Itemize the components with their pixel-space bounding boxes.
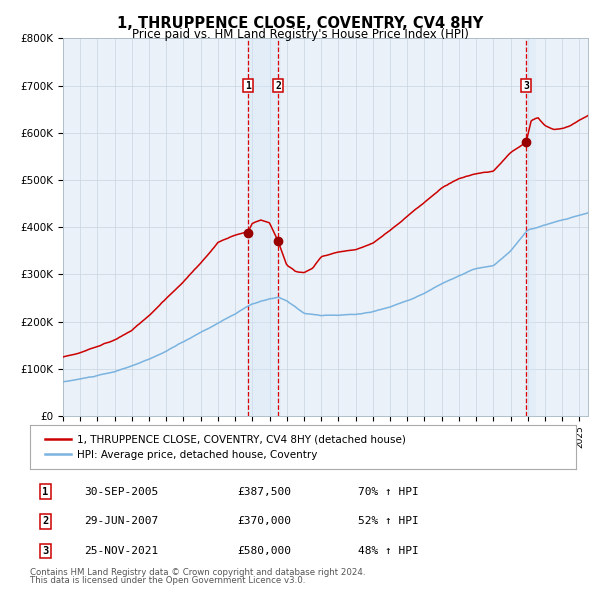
Text: 70% ↑ HPI: 70% ↑ HPI [358, 487, 418, 497]
Text: 48% ↑ HPI: 48% ↑ HPI [358, 546, 418, 556]
Text: 25-NOV-2021: 25-NOV-2021 [85, 546, 159, 556]
Text: 29-JUN-2007: 29-JUN-2007 [85, 516, 159, 526]
Text: Price paid vs. HM Land Registry's House Price Index (HPI): Price paid vs. HM Land Registry's House … [131, 28, 469, 41]
Bar [247, 38, 281, 416]
Legend: 1, THRUPPENCE CLOSE, COVENTRY, CV4 8HY (detached house), HPI: Average price, det: 1, THRUPPENCE CLOSE, COVENTRY, CV4 8HY (… [41, 430, 410, 464]
Text: 3: 3 [42, 546, 49, 556]
Text: £580,000: £580,000 [238, 546, 292, 556]
Text: 2: 2 [275, 81, 281, 90]
Text: Contains HM Land Registry data © Crown copyright and database right 2024.: Contains HM Land Registry data © Crown c… [30, 568, 365, 576]
Text: 1, THRUPPENCE CLOSE, COVENTRY, CV4 8HY: 1, THRUPPENCE CLOSE, COVENTRY, CV4 8HY [117, 16, 483, 31]
Text: 1: 1 [42, 487, 49, 497]
Text: This data is licensed under the Open Government Licence v3.0.: This data is licensed under the Open Gov… [30, 576, 305, 585]
Bar [524, 38, 536, 416]
Text: £387,500: £387,500 [238, 487, 292, 497]
Text: 30-SEP-2005: 30-SEP-2005 [85, 487, 159, 497]
Text: 2: 2 [42, 516, 49, 526]
Text: £370,000: £370,000 [238, 516, 292, 526]
Text: 52% ↑ HPI: 52% ↑ HPI [358, 516, 418, 526]
Text: 3: 3 [523, 81, 529, 90]
Text: 1: 1 [245, 81, 251, 90]
